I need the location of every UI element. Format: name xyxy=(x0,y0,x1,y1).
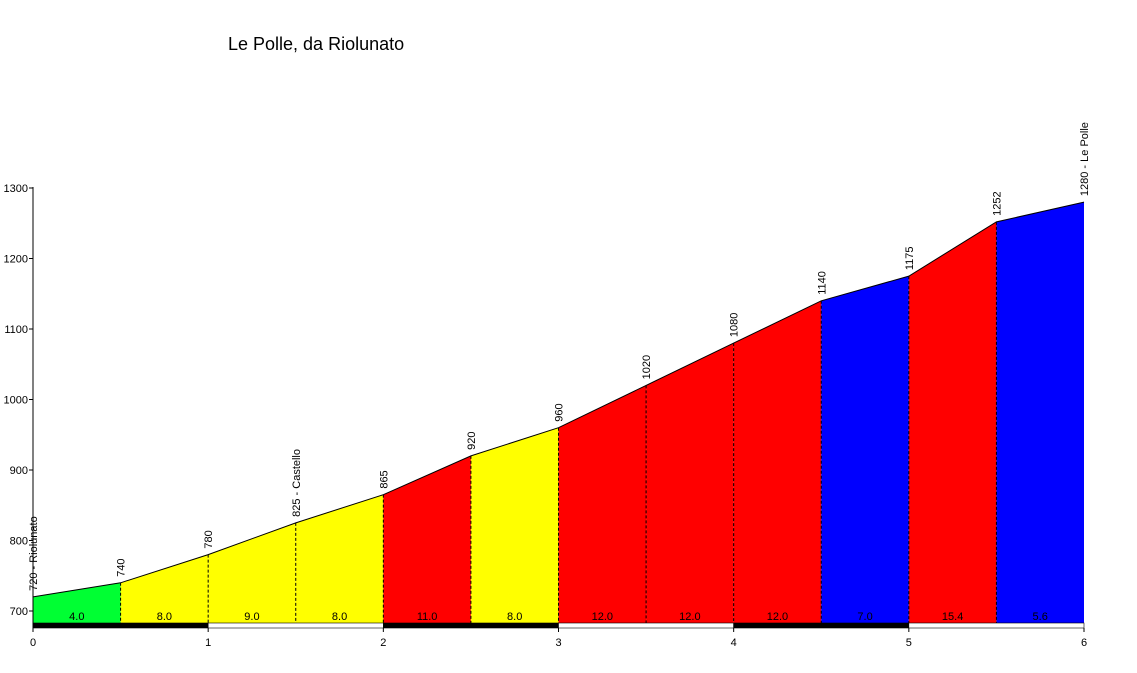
elevation-label: 825 - Castello xyxy=(291,449,303,517)
gradient-label: 4.0 xyxy=(69,611,84,623)
segment-fill xyxy=(558,385,647,623)
segment-dividers xyxy=(120,221,997,623)
y-tick-label: 1300 xyxy=(4,183,28,195)
segment-fill xyxy=(733,300,822,623)
segment-fill xyxy=(33,582,121,623)
x-tick-label: 3 xyxy=(555,637,561,649)
gradient-label: 8.0 xyxy=(507,611,522,623)
scale-bar-km xyxy=(32,622,209,629)
segment-fill xyxy=(908,221,997,623)
segment-fill xyxy=(470,427,559,623)
y-tick-label: 1200 xyxy=(4,254,28,266)
scale-bar-km xyxy=(908,622,1085,629)
x-tick-label: 1 xyxy=(205,637,211,649)
elevation-label: 865 xyxy=(378,470,390,488)
x-tick-label: 6 xyxy=(1081,637,1087,649)
gradient-label: 8.0 xyxy=(157,611,172,623)
elevation-label: 920 xyxy=(466,432,478,450)
elevation-label: 1252 xyxy=(991,191,1003,215)
y-ticks: 700 800 900 1000 1100 1200 1300 xyxy=(4,183,33,618)
chart-title: Le Polle, da Riolunato xyxy=(228,34,405,54)
segment-fill xyxy=(120,554,209,623)
elevation-label: 1280 - Le Polle xyxy=(1079,122,1091,196)
y-tick-label: 900 xyxy=(10,465,28,477)
elevation-label: 1140 xyxy=(816,271,828,295)
elevation-label: 720 - Riolunato xyxy=(28,516,40,591)
elevation-label: 960 xyxy=(554,403,566,421)
gradient-label: 5.6 xyxy=(1033,611,1048,623)
gradient-label: 11.0 xyxy=(417,611,438,623)
gradient-label: 12.0 xyxy=(679,611,700,623)
segment-fill xyxy=(383,455,471,623)
gradient-label: 12.0 xyxy=(767,611,788,623)
segment-fill xyxy=(821,276,909,623)
segment-fill xyxy=(208,522,296,623)
y-tick-label: 700 xyxy=(10,606,28,618)
x-tick-label: 4 xyxy=(731,637,737,649)
x-tick-label: 2 xyxy=(380,637,386,649)
y-tick-label: 800 xyxy=(10,536,28,548)
elevation-label: 1020 xyxy=(641,355,653,379)
x-tick-label: 5 xyxy=(906,637,912,649)
distance-scale-bar xyxy=(32,622,1085,629)
elevation-labels: 720 - Riolunato 740 780 825 - Castello 865 92… xyxy=(28,122,1091,591)
segment-fill xyxy=(646,343,734,623)
elevation-label: 780 xyxy=(203,530,215,548)
x-tick-label: 0 xyxy=(30,637,36,649)
profile-line xyxy=(32,201,1085,598)
gradient-label: 7.0 xyxy=(857,611,872,623)
y-tick-label: 1100 xyxy=(4,324,28,336)
scale-bar-km xyxy=(558,622,734,629)
elevation-label: 1080 xyxy=(729,313,741,337)
gradient-label: 9.0 xyxy=(244,611,259,623)
scale-bar-km xyxy=(207,622,384,629)
segment-fill xyxy=(996,202,1084,623)
gradient-labels: 4.0 8.0 9.0 8.0 11.0 8.0 12.0 12.0 12.0 7.0 15.4 5.… xyxy=(69,611,1048,623)
gradient-label: 15.4 xyxy=(942,611,963,623)
gradient-label: 8.0 xyxy=(332,611,347,623)
scale-bar-km xyxy=(383,622,559,629)
elevation-label: 740 xyxy=(116,558,128,576)
gradient-label: 12.0 xyxy=(592,611,613,623)
profile-outline xyxy=(32,201,1085,598)
x-ticks: 0 1 2 3 4 5 6 xyxy=(30,628,1087,649)
segments-layer xyxy=(33,202,1084,623)
segment-fill xyxy=(295,494,384,623)
elevation-label: 1175 xyxy=(904,246,916,270)
scale-bar-km xyxy=(733,622,910,629)
y-tick-label: 1000 xyxy=(4,395,28,407)
